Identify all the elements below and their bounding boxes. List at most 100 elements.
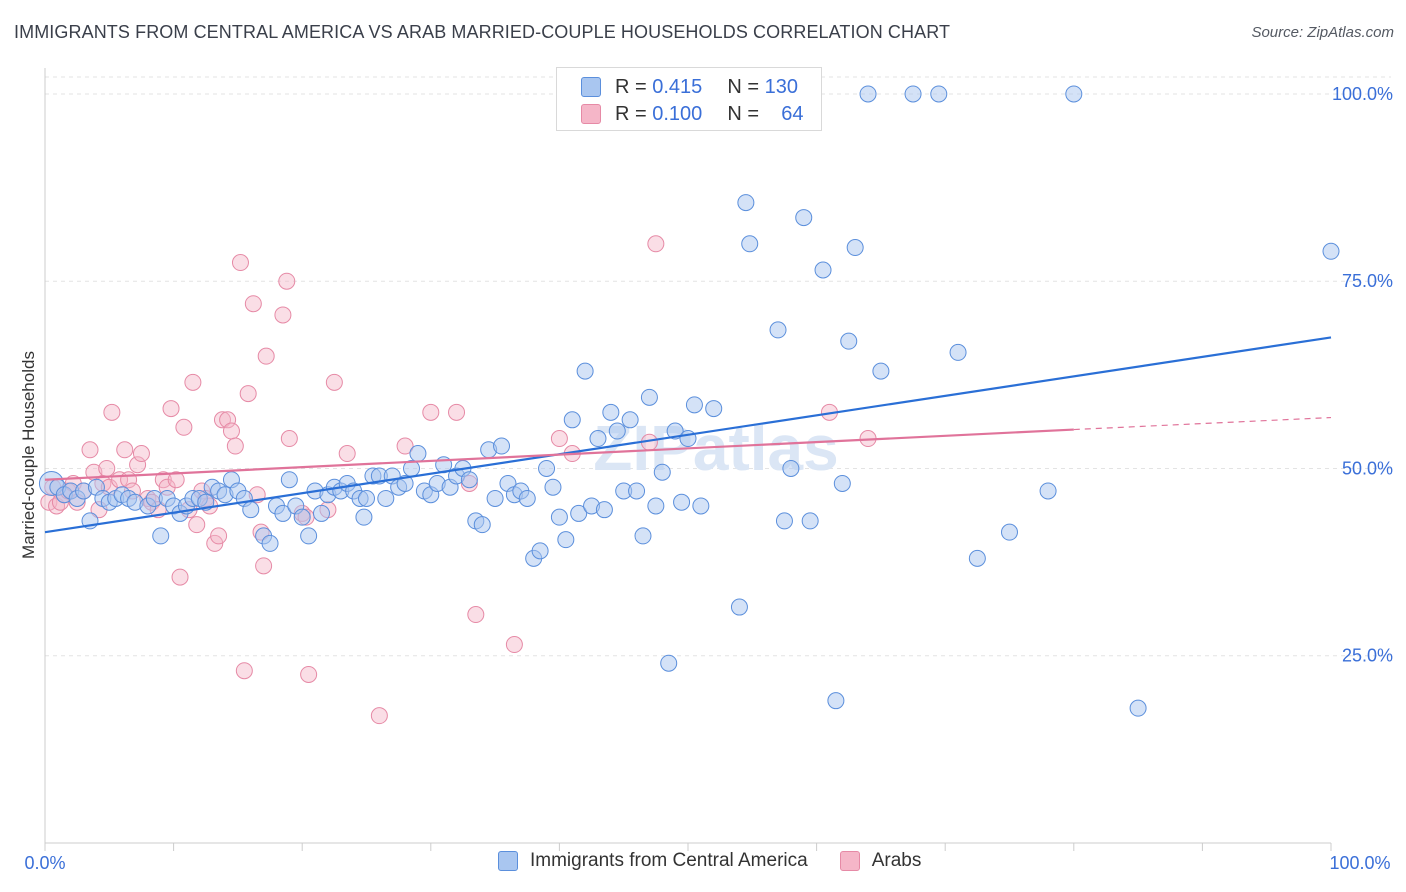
- central-america-point: [782, 459, 800, 477]
- central-america-point: [460, 471, 478, 489]
- source-label: Source: ZipAtlas.com: [1251, 24, 1394, 41]
- arabs-point: [171, 568, 189, 586]
- central-america-point: [396, 474, 414, 492]
- n-value: 64: [781, 102, 804, 125]
- n-label: N =: [727, 75, 760, 98]
- central-america-point: [968, 549, 986, 567]
- central-america-point: [1129, 699, 1147, 717]
- arabs-point: [226, 437, 244, 455]
- central-america-point: [576, 362, 594, 380]
- central-america-point: [730, 598, 748, 616]
- central-america-point: [840, 332, 858, 350]
- central-america-point: [846, 239, 864, 257]
- central-america-point: [814, 261, 832, 279]
- arabs-point: [116, 441, 134, 459]
- central-america-point: [685, 396, 703, 414]
- n-value: 130: [764, 75, 798, 98]
- central-america-point: [1322, 242, 1340, 260]
- central-america-point: [801, 512, 819, 530]
- r-value: 0.100: [652, 102, 703, 125]
- central-america-point: [705, 400, 723, 418]
- central-america-point: [1065, 85, 1083, 103]
- arabs-point: [235, 662, 253, 680]
- stats-legend-row-blue: R = 0.415 N = 130: [581, 76, 798, 98]
- central-america-point: [473, 516, 491, 534]
- arabs-point: [231, 254, 249, 272]
- central-america-point: [570, 504, 588, 522]
- central-america-point: [640, 388, 658, 406]
- central-america-point: [293, 508, 311, 526]
- arabs-point: [257, 347, 275, 365]
- central-america-point: [949, 343, 967, 361]
- y-tick-label: 50.0%: [1342, 458, 1393, 478]
- central-america-point: [602, 403, 620, 421]
- stats-legend: R = 0.415 N = 130 R = 0.100 N = 64: [556, 67, 822, 131]
- central-america-point: [518, 489, 536, 507]
- arabs-point: [129, 456, 147, 474]
- central-america-point: [653, 463, 671, 481]
- central-america-point: [557, 531, 575, 549]
- central-america-point: [628, 482, 646, 500]
- n-label: N =: [727, 102, 760, 125]
- central-america-point: [833, 474, 851, 492]
- y-axis-label: Married-couple Households: [19, 351, 38, 559]
- central-america-point: [563, 411, 581, 429]
- central-america-trend-line: [44, 336, 1332, 534]
- central-america-point: [152, 527, 170, 545]
- axes: [44, 68, 1332, 851]
- gridlines: [45, 76, 1391, 657]
- central-america-point: [660, 654, 678, 672]
- arabs-point: [467, 606, 485, 624]
- arabs-point: [396, 437, 414, 455]
- y-tick-label: 75.0%: [1342, 271, 1393, 291]
- arabs-point: [98, 459, 116, 477]
- arabs-point: [280, 430, 298, 448]
- tick-labels: 0.0% 100.0% 25.0% 50.0% 75.0% 100.0%: [24, 84, 1393, 873]
- stats-legend-row-pink: R = 0.100 N = 64: [581, 103, 804, 125]
- arabs-point: [550, 430, 568, 448]
- central-america-point: [795, 209, 813, 227]
- central-america-point: [538, 459, 556, 477]
- central-america-point: [673, 493, 691, 511]
- central-america-point: [300, 527, 318, 545]
- y-tick-label: 100.0%: [1332, 84, 1393, 104]
- legend-item-central-america: Immigrants from Central America: [498, 850, 808, 872]
- central-america-point: [737, 194, 755, 212]
- central-america-point: [355, 508, 373, 526]
- central-america-point: [930, 85, 948, 103]
- arabs-trend-extension: [1073, 416, 1332, 431]
- central-america-point: [486, 489, 504, 507]
- central-america-point: [595, 501, 613, 519]
- central-america-point: [769, 321, 787, 339]
- arabs-point: [210, 527, 228, 545]
- central-america-point: [775, 512, 793, 530]
- arabs-point: [184, 373, 202, 391]
- arabs-point: [132, 445, 150, 463]
- arabs-point: [167, 471, 185, 489]
- central-america-point: [904, 85, 922, 103]
- arabs-point: [213, 411, 231, 429]
- arabs-point: [278, 272, 296, 290]
- arabs-point: [274, 306, 292, 324]
- arabs-point: [300, 665, 318, 683]
- central-america-point: [1039, 482, 1057, 500]
- series-legend: Immigrants from Central America Arabs: [498, 850, 953, 872]
- central-america-point: [859, 85, 877, 103]
- legend-label: Immigrants from Central America: [530, 850, 808, 871]
- arabs-point: [219, 411, 237, 429]
- central-america-point: [550, 508, 568, 526]
- pink-swatch: [581, 104, 601, 124]
- r-label: R =: [615, 75, 647, 98]
- central-america-point: [493, 437, 511, 455]
- arabs-point: [505, 636, 523, 654]
- central-america-point: [242, 501, 260, 519]
- central-america-points: [38, 85, 1340, 717]
- central-america-point: [827, 692, 845, 710]
- arabs-point: [244, 295, 262, 313]
- arabs-point: [422, 403, 440, 421]
- central-america-point: [872, 362, 890, 380]
- central-america-point: [409, 445, 427, 463]
- x-tick-label-max: 100.0%: [1329, 853, 1390, 873]
- central-america-point: [608, 422, 626, 440]
